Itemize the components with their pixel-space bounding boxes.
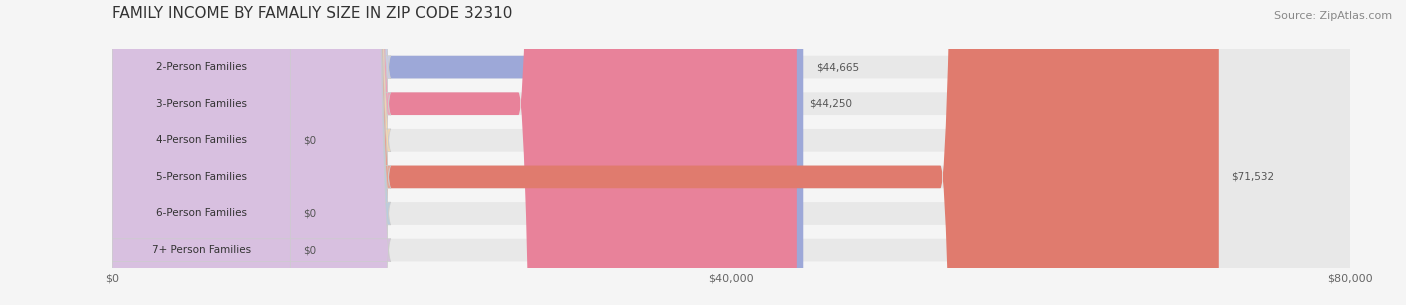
FancyBboxPatch shape xyxy=(11,0,391,305)
Text: $0: $0 xyxy=(302,209,316,218)
FancyBboxPatch shape xyxy=(112,0,1350,305)
Text: $0: $0 xyxy=(302,245,316,255)
FancyBboxPatch shape xyxy=(112,0,803,305)
FancyBboxPatch shape xyxy=(112,0,1350,305)
Text: 2-Person Families: 2-Person Families xyxy=(156,62,247,72)
Text: $44,665: $44,665 xyxy=(815,62,859,72)
FancyBboxPatch shape xyxy=(11,0,391,305)
Text: 6-Person Families: 6-Person Families xyxy=(156,209,247,218)
FancyBboxPatch shape xyxy=(11,0,391,305)
Text: 7+ Person Families: 7+ Person Families xyxy=(152,245,252,255)
FancyBboxPatch shape xyxy=(112,0,797,305)
FancyBboxPatch shape xyxy=(11,0,391,305)
Text: $0: $0 xyxy=(302,135,316,145)
FancyBboxPatch shape xyxy=(112,0,1350,305)
Text: 4-Person Families: 4-Person Families xyxy=(156,135,247,145)
FancyBboxPatch shape xyxy=(112,0,1350,305)
Text: $71,532: $71,532 xyxy=(1232,172,1274,182)
FancyBboxPatch shape xyxy=(11,0,391,305)
Text: 3-Person Families: 3-Person Families xyxy=(156,99,247,109)
FancyBboxPatch shape xyxy=(112,0,1350,305)
Text: $44,250: $44,250 xyxy=(810,99,852,109)
FancyBboxPatch shape xyxy=(112,0,1350,305)
FancyBboxPatch shape xyxy=(112,0,1219,305)
Text: FAMILY INCOME BY FAMALIY SIZE IN ZIP CODE 32310: FAMILY INCOME BY FAMALIY SIZE IN ZIP COD… xyxy=(112,6,513,21)
FancyBboxPatch shape xyxy=(11,0,391,305)
Text: 5-Person Families: 5-Person Families xyxy=(156,172,247,182)
Text: Source: ZipAtlas.com: Source: ZipAtlas.com xyxy=(1274,11,1392,21)
